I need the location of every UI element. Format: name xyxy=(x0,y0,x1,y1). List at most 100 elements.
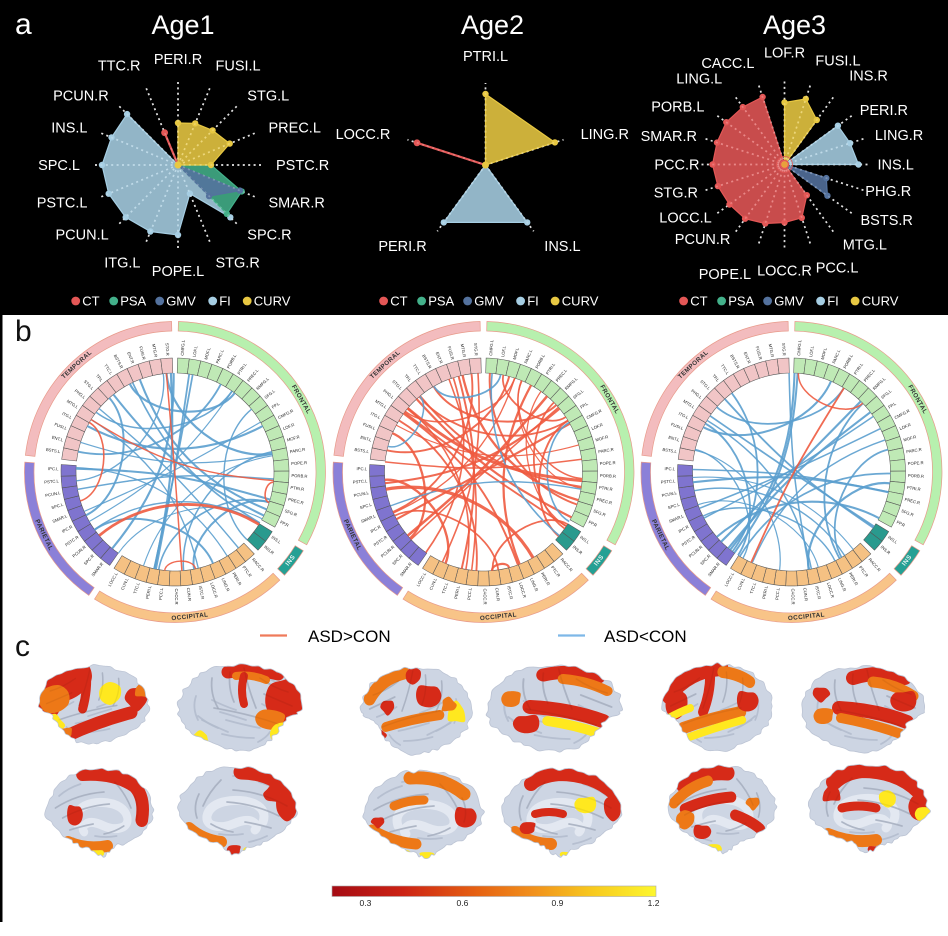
svg-text:SFG.L: SFG.L xyxy=(263,388,276,400)
svg-text:GMV: GMV xyxy=(774,294,804,309)
svg-text:FUSI.R: FUSI.R xyxy=(138,346,147,361)
svg-text:MOF.L: MOF.L xyxy=(820,346,828,360)
svg-text:IPC.R: IPC.R xyxy=(61,524,73,534)
svg-text:MOF.R: MOF.R xyxy=(903,434,917,442)
svg-text:SPC.R: SPC.R xyxy=(247,227,291,243)
svg-text:SFG.L: SFG.L xyxy=(880,388,893,400)
svg-text:PTRI.L: PTRI.L xyxy=(463,49,508,65)
svg-text:INS.L: INS.L xyxy=(51,121,87,137)
svg-text:PERI.R: PERI.R xyxy=(378,239,426,255)
svg-text:ENT.L: ENT.L xyxy=(668,435,681,443)
svg-text:LING.R: LING.R xyxy=(875,128,923,144)
svg-text:CUN.R: CUN.R xyxy=(494,587,500,601)
svg-text:LOF.L: LOF.L xyxy=(192,345,199,358)
svg-text:INS.R: INS.R xyxy=(572,544,584,555)
svg-text:PSA: PSA xyxy=(728,294,754,309)
svg-text:FP.R: FP.R xyxy=(588,519,598,527)
svg-text:SMAR.L: SMAR.L xyxy=(668,513,685,524)
svg-text:PERI.L: PERI.L xyxy=(761,585,769,600)
svg-text:ASD<CON: ASD<CON xyxy=(604,627,687,646)
svg-text:Age3: Age3 xyxy=(763,10,826,40)
svg-text:PERI.R: PERI.R xyxy=(848,572,859,587)
svg-text:PCUN.R: PCUN.R xyxy=(53,89,109,105)
svg-text:OCCIPITAL: OCCIPITAL xyxy=(788,611,826,622)
svg-text:PARC.L: PARC.L xyxy=(523,348,533,364)
svg-text:PTC.R: PTC.R xyxy=(858,565,869,578)
svg-text:PARC.R: PARC.R xyxy=(289,447,305,454)
svg-text:STG.L: STG.L xyxy=(247,89,289,105)
svg-text:PREC.R: PREC.R xyxy=(904,497,921,506)
svg-text:INS.R: INS.R xyxy=(849,69,888,85)
svg-text:PSTC.R: PSTC.R xyxy=(276,158,329,174)
svg-text:IPC.L: IPC.L xyxy=(48,466,59,471)
svg-text:LOF.L: LOF.L xyxy=(500,345,507,358)
svg-text:CUN.R: CUN.R xyxy=(802,587,808,601)
svg-text:PERI.R: PERI.R xyxy=(860,103,908,119)
svg-text:CMFG.R: CMFG.R xyxy=(277,408,294,420)
svg-text:CMFG.R: CMFG.R xyxy=(586,408,603,420)
svg-text:ENT.R: ENT.R xyxy=(435,351,444,364)
svg-text:MTG.L: MTG.L xyxy=(682,399,696,410)
svg-text:SMAR.L: SMAR.L xyxy=(52,513,69,524)
svg-text:PTRI.R: PTRI.R xyxy=(290,485,304,492)
svg-text:Age1: Age1 xyxy=(151,10,214,40)
svg-text:INS.L: INS.L xyxy=(887,535,899,545)
svg-text:LOCC.L: LOCC.L xyxy=(659,210,711,226)
svg-text:FP.R: FP.R xyxy=(896,519,906,527)
svg-text:OCCIPITAL: OCCIPITAL xyxy=(480,611,518,622)
svg-text:LING.R: LING.R xyxy=(837,577,847,592)
svg-text:STG.R: STG.R xyxy=(216,256,260,272)
svg-text:IPC.L: IPC.L xyxy=(357,466,368,471)
svg-text:FUSI.R: FUSI.R xyxy=(755,346,764,361)
svg-text:TTC.L: TTC.L xyxy=(412,363,423,376)
svg-text:FUSI.L: FUSI.L xyxy=(670,422,685,432)
svg-text:PERI.R: PERI.R xyxy=(231,572,242,587)
svg-text:MOF.R: MOF.R xyxy=(286,434,300,442)
svg-text:LING.R: LING.R xyxy=(529,577,539,592)
svg-text:CURV: CURV xyxy=(562,294,599,309)
svg-text:PORB.R: PORB.R xyxy=(291,473,307,479)
svg-text:CUN.L: CUN.L xyxy=(428,577,438,591)
svg-text:SPC.L: SPC.L xyxy=(667,502,681,510)
svg-text:a: a xyxy=(15,8,32,41)
svg-text:PARC.R: PARC.R xyxy=(598,447,614,454)
svg-text:TTC.R: TTC.R xyxy=(98,59,141,75)
svg-text:MOF.L: MOF.L xyxy=(203,346,211,360)
svg-text:PSTC.L: PSTC.L xyxy=(44,478,60,484)
svg-text:0.6: 0.6 xyxy=(456,898,468,908)
svg-text:CUN.R: CUN.R xyxy=(186,587,192,601)
svg-text:PERI.R: PERI.R xyxy=(540,572,551,587)
svg-text:CACC.R: CACC.R xyxy=(174,589,179,605)
svg-text:LING.L: LING.L xyxy=(676,72,722,88)
svg-text:IPC.R: IPC.R xyxy=(677,524,689,534)
svg-text:TTC.L: TTC.L xyxy=(132,581,140,594)
svg-text:b: b xyxy=(15,315,32,348)
svg-text:ISTC.R: ISTC.R xyxy=(814,585,822,599)
svg-text:POPE.R: POPE.R xyxy=(600,460,616,466)
svg-text:PTC.R: PTC.R xyxy=(550,565,561,578)
svg-text:PCC.R: PCC.R xyxy=(654,158,699,174)
svg-text:PSA: PSA xyxy=(120,294,146,309)
svg-text:PCUN.R: PCUN.R xyxy=(675,232,731,248)
svg-text:MTG.L: MTG.L xyxy=(66,399,80,410)
svg-text:LOF.R: LOF.R xyxy=(899,422,912,431)
svg-text:INS.L: INS.L xyxy=(270,535,282,545)
svg-text:PCC.L: PCC.L xyxy=(774,587,780,600)
svg-text:LOCC.R: LOCC.R xyxy=(518,582,528,599)
svg-text:STG.R: STG.R xyxy=(164,343,170,356)
svg-text:LOF.R: LOF.R xyxy=(282,422,295,431)
svg-text:PTRI.R: PTRI.R xyxy=(599,485,613,492)
svg-text:STG.R: STG.R xyxy=(654,186,698,202)
svg-text:SFG.R: SFG.R xyxy=(284,508,298,517)
svg-text:STG.R: STG.R xyxy=(473,343,479,356)
svg-text:FP.L: FP.L xyxy=(579,401,589,410)
svg-text:TP.L: TP.L xyxy=(711,373,721,383)
svg-text:IPC.L: IPC.L xyxy=(665,466,676,471)
svg-text:MOF.R: MOF.R xyxy=(595,434,609,442)
svg-text:FUSI.L: FUSI.L xyxy=(362,422,377,432)
svg-text:ISTC.R: ISTC.R xyxy=(506,585,514,599)
svg-text:CUN.L: CUN.L xyxy=(120,577,130,591)
svg-text:ENT.L: ENT.L xyxy=(360,435,373,443)
svg-text:ITG.L: ITG.L xyxy=(370,411,382,421)
svg-text:PORB.R: PORB.R xyxy=(600,473,616,479)
